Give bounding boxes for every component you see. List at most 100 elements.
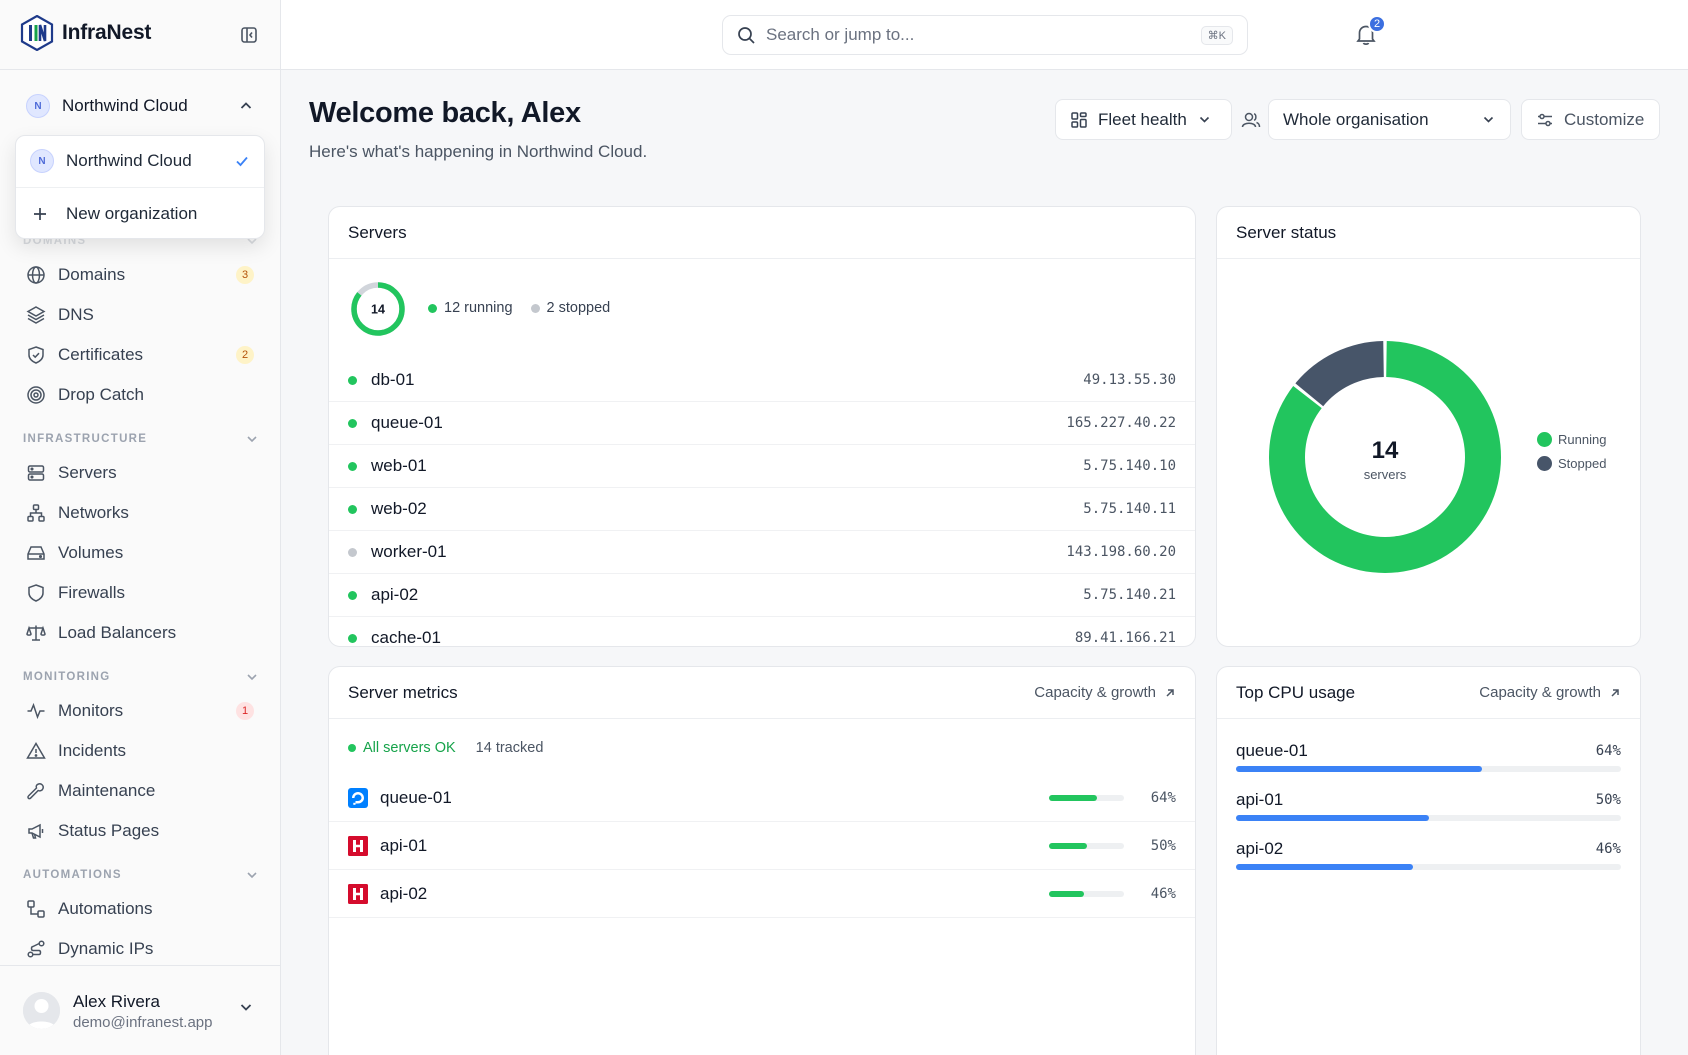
cpu-server-name: queue-01 — [1236, 741, 1308, 760]
org-option-northwind[interactable]: N Northwind Cloud — [16, 136, 264, 186]
server-status-card: Server status 14 servers Running Stopped — [1216, 206, 1641, 647]
sidebar-divider — [0, 69, 281, 70]
server-name: web-01 — [371, 456, 427, 475]
server-name: cache-01 — [371, 628, 441, 647]
section-monitoring[interactable]: MONITORING — [23, 670, 259, 684]
server-row-web-02[interactable]: web-02 5.75.140.11 — [329, 488, 1195, 531]
metric-percent: 64% — [1150, 789, 1176, 806]
customize-button[interactable]: Customize — [1521, 99, 1660, 140]
sidebar-item-load-balancers[interactable]: Load Balancers — [16, 615, 264, 651]
cpu-bar — [1236, 864, 1621, 870]
cpu-capacity-growth-link[interactable]: Capacity & growth — [1479, 684, 1621, 701]
cpu-row-api-02[interactable]: api-02 46% — [1236, 839, 1621, 883]
metric-bar-fill — [1049, 842, 1087, 849]
donut-slice-running[interactable] — [1269, 341, 1501, 573]
arrow-up-right-icon — [1166, 688, 1174, 697]
org-option-avatar: N — [30, 149, 54, 173]
view-selector[interactable]: Fleet health — [1055, 99, 1232, 140]
cpu-server-name: api-01 — [1236, 790, 1284, 809]
scale-icon — [26, 625, 46, 641]
new-organization-button[interactable]: New organization — [16, 189, 264, 239]
metric-row-api-02[interactable]: api-02 46% — [329, 870, 1195, 918]
sidebar-item-monitors[interactable]: Monitors 1 — [16, 693, 264, 729]
ok-dot — [348, 744, 356, 752]
server-row-queue-01[interactable]: queue-01 165.227.40.22 — [329, 402, 1195, 445]
server-row-worker-01[interactable]: worker-01 143.198.60.20 — [329, 531, 1195, 574]
sidebar-item-firewalls[interactable]: Firewalls — [16, 575, 264, 611]
page-title: Welcome back, Alex — [309, 97, 581, 129]
sidebar-item-certificates[interactable]: Certificates 2 — [16, 337, 264, 373]
cpu-row-api-01[interactable]: api-01 50% — [1236, 790, 1621, 834]
server-status-card-title: Server status — [1236, 222, 1337, 242]
cpu-bar — [1236, 766, 1621, 772]
section-infrastructure[interactable]: INFRASTRUCTURE — [23, 432, 259, 446]
sidebar-item-dynamic-ips[interactable]: Dynamic IPs — [16, 931, 264, 967]
user-menu[interactable]: Alex Rivera demo@infranest.app — [0, 965, 281, 1055]
metric-bar — [1049, 842, 1124, 849]
layout-grid-icon — [1071, 111, 1087, 128]
scope-selector-label: Whole organisation — [1283, 109, 1429, 129]
servers-card-header: Servers — [329, 207, 1195, 259]
donut-center-value: 14 — [1372, 437, 1399, 464]
scope-selector[interactable]: Whole organisation — [1268, 99, 1511, 140]
cpu-row-queue-01[interactable]: queue-01 64% — [1236, 741, 1621, 785]
sidebar-item-volumes[interactable]: Volumes — [16, 535, 264, 571]
sidebar-item-label: Networks — [58, 503, 129, 522]
status-dot — [348, 461, 357, 471]
arrow-up-right-icon — [1611, 688, 1619, 697]
server-icon — [27, 465, 45, 481]
server-row-db-01[interactable]: db-01 49.13.55.30 — [329, 359, 1195, 402]
servers-card: Servers 14 12 running 2 stopped db-01 49.… — [328, 206, 1196, 647]
sidebar-item-label: DNS — [58, 305, 94, 324]
brand-name: InfraNest — [62, 21, 152, 44]
user-email: demo@infranest.app — [73, 1014, 213, 1031]
org-switcher[interactable]: N Northwind Cloud — [16, 88, 264, 124]
section-automations[interactable]: AUTOMATIONS — [23, 868, 259, 882]
sidebar-item-label: Servers — [58, 463, 117, 482]
alert-triangle-icon — [26, 742, 46, 759]
sidebar-item-domains[interactable]: Domains 3 — [16, 257, 264, 293]
donut-slice-stopped[interactable] — [1295, 341, 1384, 407]
capacity-growth-link[interactable]: Capacity & growth — [1034, 684, 1176, 701]
sidebar-item-automations[interactable]: Automations — [16, 891, 264, 927]
metric-bar-fill — [1049, 890, 1084, 897]
server-metrics-card-header: Server metrics Capacity & growth — [329, 667, 1195, 719]
sidebar-item-servers[interactable]: Servers — [16, 455, 264, 491]
sidebar-item-label: Drop Catch — [58, 385, 144, 404]
tracked-count: 14 tracked — [475, 740, 544, 756]
brand[interactable]: InfraNest — [20, 15, 151, 51]
capacity-growth-label: Capacity & growth — [1034, 684, 1156, 701]
collapse-sidebar-button[interactable] — [238, 24, 260, 46]
legend-stopped[interactable]: Stopped — [1537, 456, 1606, 471]
metric-row-api-01[interactable]: api-01 50% — [329, 822, 1195, 870]
search-input[interactable] — [766, 25, 1191, 45]
notification-count-badge: 2 — [1368, 15, 1386, 33]
running-summary: 12 running — [428, 300, 513, 316]
server-row-web-01[interactable]: web-01 5.75.140.10 — [329, 445, 1195, 488]
page-subtitle: Here's what's happening in Northwind Clo… — [309, 142, 648, 161]
chevron-down-icon — [247, 674, 257, 681]
search-shortcut: ⌘K — [1200, 25, 1233, 45]
cpu-percent: 46% — [1595, 841, 1621, 857]
sidebar-item-maintenance[interactable]: Maintenance — [16, 773, 264, 809]
chevron-down-icon[interactable] — [238, 999, 254, 1015]
server-row-cache-01[interactable]: cache-01 89.41.166.21 — [329, 617, 1195, 647]
workflow-icon — [27, 900, 45, 918]
sidebar: InfraNest N Northwind Cloud N Northwind … — [0, 0, 281, 1055]
search-bar[interactable]: ⌘K — [722, 15, 1248, 55]
server-row-api-02[interactable]: api-02 5.75.140.21 — [329, 574, 1195, 617]
server-name: queue-01 — [371, 413, 443, 432]
sidebar-item-dns[interactable]: DNS — [16, 297, 264, 333]
sidebar-item-status-pages[interactable]: Status Pages — [16, 813, 264, 849]
servers-summary: 12 running 2 stopped — [428, 300, 610, 316]
sidebar-item-drop-catch[interactable]: Drop Catch — [16, 377, 264, 413]
check-icon — [236, 156, 248, 167]
metric-row-queue-01[interactable]: queue-01 64% — [329, 774, 1195, 822]
sidebar-item-networks[interactable]: Networks — [16, 495, 264, 531]
sidebar-collapse-icon — [241, 27, 257, 43]
legend-running[interactable]: Running — [1537, 432, 1606, 447]
sidebar-item-incidents[interactable]: Incidents — [16, 733, 264, 769]
plus-icon — [34, 208, 46, 220]
bell-icon[interactable] — [1353, 22, 1379, 48]
cpu-percent: 64% — [1595, 743, 1621, 759]
